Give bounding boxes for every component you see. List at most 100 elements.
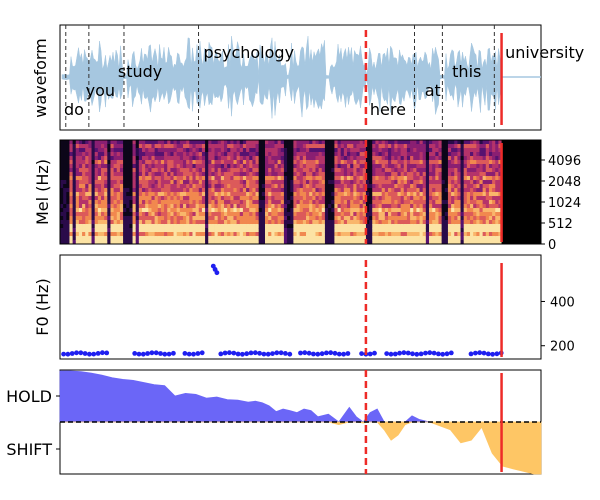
mel-cell bbox=[252, 164, 256, 169]
mel-cell bbox=[347, 184, 351, 189]
mel-cell bbox=[97, 156, 102, 161]
mel-cell bbox=[224, 208, 228, 213]
mel-cell bbox=[145, 204, 149, 209]
mel-cell bbox=[466, 168, 471, 173]
mel-cell bbox=[306, 240, 310, 245]
mel-cell bbox=[337, 216, 342, 221]
mel-cell bbox=[107, 220, 111, 225]
turn-ytick-hold: HOLD bbox=[6, 387, 52, 406]
mel-cell bbox=[94, 216, 99, 221]
mel-cell bbox=[416, 172, 420, 177]
mel-cell bbox=[157, 156, 162, 161]
mel-cell bbox=[101, 156, 105, 161]
mel-cell bbox=[353, 220, 357, 225]
mel-cell bbox=[485, 140, 490, 145]
mel-cell bbox=[239, 208, 244, 213]
mel-cell bbox=[123, 184, 127, 189]
mel-cell bbox=[388, 228, 392, 233]
mel-cell bbox=[283, 144, 288, 149]
mel-cell bbox=[236, 164, 241, 169]
mel-cell bbox=[438, 236, 443, 241]
mel-cell bbox=[123, 172, 127, 177]
mel-cell bbox=[60, 140, 64, 145]
mel-cell bbox=[189, 176, 193, 181]
mel-cell bbox=[233, 164, 238, 169]
mel-cell bbox=[220, 236, 225, 241]
mel-cell bbox=[173, 148, 178, 153]
mel-cell bbox=[224, 164, 228, 169]
mel-cell bbox=[460, 192, 465, 197]
mel-cell bbox=[78, 172, 83, 177]
mel-cell bbox=[495, 204, 499, 209]
mel-cell bbox=[198, 192, 203, 197]
mel-cell bbox=[217, 240, 222, 245]
mel-cell bbox=[138, 156, 143, 161]
mel-cell bbox=[186, 188, 190, 193]
f0-point bbox=[384, 351, 390, 356]
mel-cell bbox=[416, 184, 420, 189]
mel-cell bbox=[208, 148, 212, 153]
mel-cell bbox=[135, 236, 140, 241]
f0-point bbox=[65, 351, 71, 357]
mel-cell bbox=[340, 152, 345, 157]
mel-cell bbox=[463, 220, 468, 225]
mel-cell bbox=[498, 200, 502, 205]
mel-cell bbox=[391, 192, 395, 197]
word-label-this: this bbox=[452, 62, 481, 81]
mel-cell bbox=[160, 228, 165, 233]
mel-cell bbox=[85, 208, 89, 213]
mel-cell bbox=[274, 184, 279, 189]
mel-cell bbox=[353, 176, 357, 181]
mel-cell bbox=[205, 144, 209, 149]
mel-cell bbox=[384, 196, 389, 201]
mel-cell bbox=[242, 180, 247, 185]
mel-cell bbox=[255, 160, 260, 165]
mel-cell bbox=[365, 220, 370, 225]
mel-cell bbox=[63, 152, 67, 157]
mel-cell bbox=[290, 240, 294, 245]
mel-cell bbox=[113, 160, 118, 165]
mel-cell bbox=[485, 220, 490, 225]
mel-cell bbox=[198, 148, 203, 153]
mel-cell bbox=[205, 172, 209, 177]
mel-cell bbox=[324, 196, 329, 201]
mel-cell bbox=[252, 160, 256, 165]
mel-cell bbox=[492, 196, 496, 201]
mel-cell bbox=[211, 232, 215, 237]
mel-cell bbox=[369, 176, 373, 181]
mel-cell bbox=[495, 220, 499, 225]
mel-cell bbox=[94, 236, 99, 241]
mel-cell bbox=[246, 176, 250, 181]
mel-cell bbox=[444, 176, 449, 181]
mel-cell bbox=[331, 184, 335, 189]
mel-cell bbox=[312, 164, 316, 169]
mel-cell bbox=[236, 184, 241, 189]
mel-cell bbox=[186, 192, 190, 197]
mel-cell bbox=[388, 236, 392, 241]
mel-cell bbox=[365, 148, 370, 153]
mel-cell bbox=[441, 172, 446, 177]
mel-cell bbox=[205, 192, 209, 197]
mel-cell bbox=[444, 216, 449, 221]
mel-cell bbox=[362, 180, 367, 185]
f0-point bbox=[436, 351, 441, 357]
mel-cell bbox=[258, 188, 263, 193]
mel-cell bbox=[359, 168, 364, 173]
mel-cell bbox=[410, 140, 414, 145]
mel-cell bbox=[293, 140, 297, 145]
mel-cell bbox=[419, 204, 424, 209]
f0-point bbox=[231, 350, 237, 356]
mel-cell bbox=[107, 184, 111, 189]
mel-cell bbox=[362, 184, 367, 189]
mel-cell bbox=[365, 236, 370, 241]
mel-cell bbox=[473, 240, 477, 245]
mel-cell bbox=[252, 232, 256, 237]
mel-cell bbox=[164, 204, 168, 209]
mel-cell bbox=[179, 180, 184, 185]
mel-cell bbox=[119, 228, 124, 233]
mel-cell bbox=[302, 140, 307, 145]
f0-point bbox=[427, 350, 433, 356]
mel-cell bbox=[164, 188, 168, 193]
mel-cell bbox=[85, 228, 89, 233]
mel-cell bbox=[479, 196, 484, 201]
